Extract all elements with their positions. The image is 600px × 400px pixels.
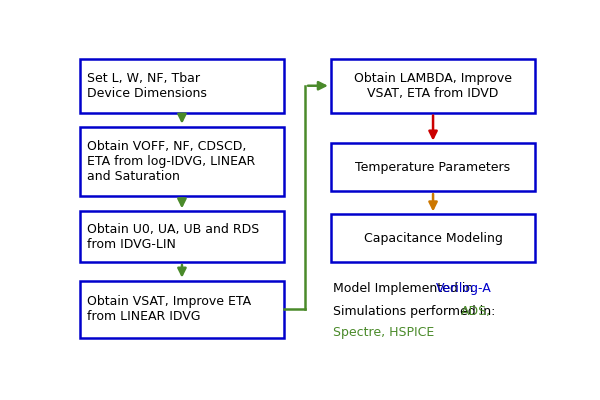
FancyBboxPatch shape xyxy=(80,59,284,113)
Text: ADS,: ADS, xyxy=(461,305,491,318)
Text: Set L, W, NF, Tbar
Device Dimensions: Set L, W, NF, Tbar Device Dimensions xyxy=(86,72,206,100)
FancyBboxPatch shape xyxy=(80,126,284,196)
FancyBboxPatch shape xyxy=(80,280,284,338)
Text: Obtain VSAT, Improve ETA
from LINEAR IDVG: Obtain VSAT, Improve ETA from LINEAR IDV… xyxy=(86,295,251,323)
FancyBboxPatch shape xyxy=(80,211,284,262)
Text: Simulations performed in:: Simulations performed in: xyxy=(333,305,499,318)
Text: Obtain U0, UA, UB and RDS
from IDVG-LIN: Obtain U0, UA, UB and RDS from IDVG-LIN xyxy=(86,223,259,251)
Text: Spectre, HSPICE: Spectre, HSPICE xyxy=(333,326,434,339)
Text: Temperature Parameters: Temperature Parameters xyxy=(355,161,511,174)
FancyBboxPatch shape xyxy=(331,214,535,262)
Text: Model Implemented in: Model Implemented in xyxy=(333,282,478,295)
Text: Obtain VOFF, NF, CDSCD,
ETA from log-IDVG, LINEAR
and Saturation: Obtain VOFF, NF, CDSCD, ETA from log-IDV… xyxy=(86,140,255,183)
Text: Verilog-A: Verilog-A xyxy=(436,282,492,295)
Text: Capacitance Modeling: Capacitance Modeling xyxy=(364,232,502,245)
FancyBboxPatch shape xyxy=(331,59,535,113)
Text: Obtain LAMBDA, Improve
VSAT, ETA from IDVD: Obtain LAMBDA, Improve VSAT, ETA from ID… xyxy=(354,72,512,100)
FancyBboxPatch shape xyxy=(331,144,535,191)
